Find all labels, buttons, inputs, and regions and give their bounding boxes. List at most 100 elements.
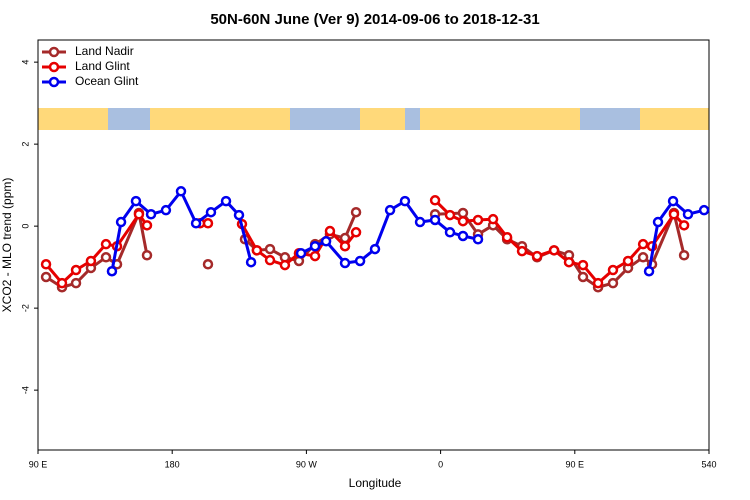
- data-point: [563, 256, 575, 268]
- data-point: [384, 204, 396, 216]
- y-axis-label: XCO2 - MLO trend (ppm): [0, 178, 14, 313]
- data-point: [141, 250, 153, 261]
- data-point: [472, 234, 484, 245]
- data-point: [399, 195, 411, 207]
- data-point: [548, 245, 560, 256]
- data-point: [40, 271, 52, 283]
- y-tick-label: 0: [20, 224, 30, 229]
- data-point: [190, 218, 202, 229]
- data-point: [100, 238, 112, 250]
- data-point: [472, 214, 484, 226]
- data-point: [320, 236, 332, 247]
- data-point: [678, 220, 690, 231]
- data-point: [85, 255, 97, 267]
- series-line: [44, 211, 149, 286]
- data-point: [115, 216, 127, 228]
- data-point: [457, 230, 469, 242]
- data-point: [667, 195, 679, 207]
- data-point: [457, 207, 469, 219]
- data-point: [350, 206, 362, 218]
- data-point: [457, 215, 469, 227]
- y-tick-label: 2: [20, 142, 30, 147]
- data-point: [652, 216, 664, 228]
- legend-marker: [48, 46, 60, 58]
- data-point: [637, 238, 649, 250]
- data-point: [643, 265, 655, 277]
- data-point: [220, 195, 232, 207]
- legend-label: Land Nadir: [75, 44, 134, 58]
- data-point: [354, 255, 366, 267]
- x-tick-label: 0: [438, 459, 443, 469]
- legend-label: Land Glint: [75, 59, 130, 73]
- data-point: [622, 255, 634, 267]
- data-point: [175, 186, 187, 197]
- data-point: [56, 277, 68, 289]
- data-point: [251, 245, 263, 256]
- data-point: [309, 250, 321, 262]
- data-point: [202, 218, 214, 229]
- x-tick-label: 540: [701, 459, 716, 469]
- data-point: [205, 206, 217, 218]
- data-point: [429, 195, 441, 206]
- data-point: [592, 277, 604, 289]
- data-point: [369, 243, 381, 255]
- legend-label: Ocean Glint: [75, 74, 139, 88]
- legend-marker: [48, 61, 60, 73]
- data-point: [350, 227, 362, 238]
- data-point: [682, 209, 694, 220]
- data-point: [309, 240, 321, 252]
- data-point: [70, 264, 82, 276]
- data-point: [501, 231, 513, 243]
- data-point: [145, 209, 157, 220]
- data-point: [637, 252, 649, 263]
- data-point: [577, 259, 589, 271]
- data-point: [324, 225, 336, 237]
- data-point: [516, 245, 528, 257]
- data-point: [295, 247, 307, 259]
- data-point: [339, 257, 351, 269]
- data-point: [70, 277, 82, 289]
- data-point: [141, 220, 153, 231]
- x-tick-label: 90 W: [296, 459, 318, 469]
- data-point: [429, 214, 441, 226]
- x-axis-label: Longitude: [349, 476, 402, 490]
- map-land: [640, 108, 709, 130]
- y-tick-label: 4: [20, 60, 30, 65]
- data-point: [40, 259, 52, 270]
- data-point: [414, 216, 426, 228]
- data-point: [668, 209, 680, 220]
- x-tick-label: 90 E: [29, 459, 48, 469]
- data-point: [531, 250, 543, 262]
- data-point: [607, 277, 619, 289]
- data-point: [339, 240, 351, 252]
- map-land: [360, 108, 405, 130]
- data-point: [133, 209, 145, 220]
- data-point: [444, 227, 456, 238]
- data-point: [607, 264, 619, 276]
- map-strip: [38, 108, 709, 130]
- map-land: [420, 108, 580, 130]
- x-tick-label: 90 E: [566, 459, 585, 469]
- data-point: [202, 259, 214, 270]
- data-point: [160, 204, 172, 216]
- y-tick-label: -2: [20, 304, 30, 312]
- chart-title: 50N-60N June (Ver 9) 2014-09-06 to 2018-…: [210, 11, 539, 28]
- plot-frame: [37, 39, 710, 451]
- data-point: [130, 195, 142, 207]
- y-tick-label: -4: [20, 386, 30, 394]
- data-point: [279, 259, 291, 271]
- data-point: [245, 256, 257, 268]
- data-point: [106, 265, 118, 277]
- data-point: [264, 243, 276, 255]
- x-tick-label: 180: [165, 459, 180, 469]
- data-point: [444, 209, 456, 221]
- map-land: [150, 108, 290, 130]
- series-line: [435, 208, 686, 289]
- data-point: [233, 209, 245, 221]
- data-point: [577, 271, 589, 283]
- data-point: [678, 250, 690, 261]
- data-point: [264, 254, 276, 266]
- data-point: [698, 204, 710, 216]
- map-land: [38, 108, 108, 130]
